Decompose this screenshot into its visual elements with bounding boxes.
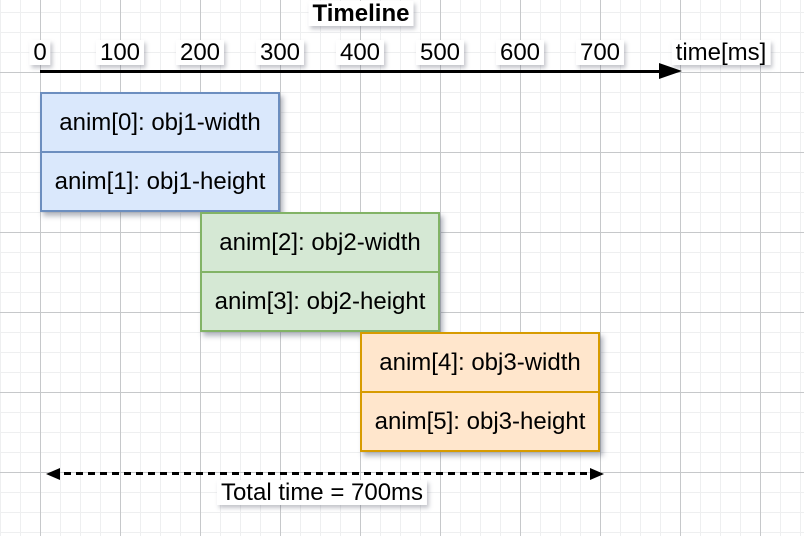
anim-bar-1: anim[1]: obj1-height — [42, 151, 278, 210]
anim-bar-2: anim[2]: obj2-width — [219, 228, 421, 256]
anim-bar-0: anim[0]: obj1-width — [59, 108, 261, 136]
axis-arrowhead-icon — [659, 63, 682, 79]
anim-bar-3: anim[3]: obj2-height — [202, 271, 438, 330]
axis-tick-0: 0 — [29, 40, 51, 65]
axis-tick-500: 500 — [415, 40, 465, 65]
axis-tick-300: 300 — [255, 40, 305, 65]
total-time-label: Total time = 700ms — [216, 480, 428, 505]
anim-bar-4: anim[4]: obj3-width — [379, 348, 581, 376]
axis-tick-100: 100 — [95, 40, 145, 65]
axis-tick-400: 400 — [335, 40, 385, 65]
track-obj2: anim[2]: obj2-width anim[3]: obj2-height — [200, 212, 440, 332]
axis-tick-200: 200 — [175, 40, 225, 65]
axis-unit-label: time[ms] — [671, 40, 771, 65]
axis-tick-700: 700 — [575, 40, 625, 65]
track-obj1: anim[0]: obj1-width anim[1]: obj1-height — [40, 92, 280, 212]
diagram-title: Timeline — [308, 1, 414, 26]
axis-tick-600: 600 — [495, 40, 545, 65]
time-axis-line — [40, 70, 665, 73]
track-obj3: anim[4]: obj3-width anim[5]: obj3-height — [360, 332, 600, 452]
anim-bar-5: anim[5]: obj3-height — [362, 391, 598, 450]
total-arrowhead-right-icon — [590, 467, 610, 480]
total-time-arrow — [52, 472, 592, 475]
